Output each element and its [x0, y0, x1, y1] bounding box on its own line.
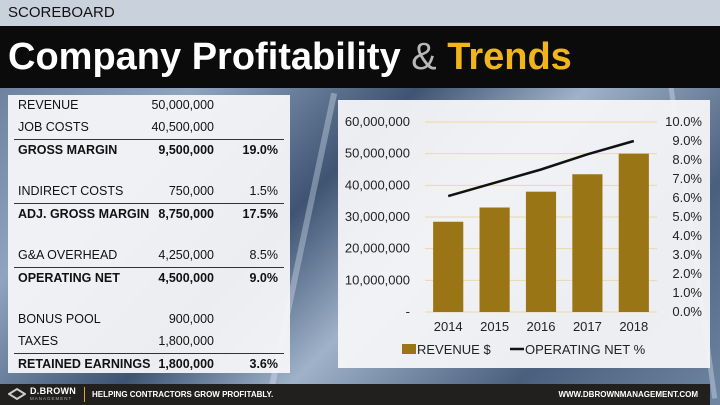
divider — [84, 387, 85, 402]
row-pct: 3.6% — [249, 357, 279, 371]
left-tick-label: 30,000,000 — [345, 209, 410, 224]
table-row: G&A OVERHEAD 4,250,000 8.5% — [14, 245, 284, 267]
page-title: Company Profitability & Trends — [8, 36, 572, 79]
financial-table: REVENUE 50,000,000 JOB COSTS 40,500,000 GROS… — [8, 95, 290, 373]
left-tick-label: 60,000,000 — [345, 114, 410, 129]
table-row: GROSS MARGIN 9,500,000 19.0% — [14, 139, 284, 161]
left-tick-label: 10,000,000 — [345, 272, 410, 287]
bar-2015 — [479, 207, 510, 312]
title-amp: & — [411, 36, 437, 78]
table-row: ADJ. GROSS MARGIN 8,750,000 17.5% — [14, 203, 284, 225]
row-label: RETAINED EARNINGS — [18, 357, 151, 371]
legend-revenue-label: REVENUE $ — [417, 342, 491, 357]
row-value: 750,000 — [168, 184, 214, 198]
x-tick-label: 2018 — [619, 319, 648, 334]
table-row: JOB COSTS 40,500,000 — [14, 117, 284, 139]
row-pct: 8.5% — [249, 248, 279, 262]
right-tick-label: 0.0% — [672, 304, 702, 319]
row-value: 4,500,000 — [158, 271, 214, 285]
table-row: TAXES 1,800,000 — [14, 331, 284, 353]
operating-net-line — [447, 139, 635, 198]
x-tick-label: 2017 — [573, 319, 602, 334]
left-tick-label: 40,000,000 — [345, 177, 410, 192]
right-tick-label: 6.0% — [672, 190, 702, 205]
legend-operating-net-label: OPERATING NET % — [525, 342, 646, 357]
legend-revenue-swatch — [402, 344, 416, 354]
row-value: 50,000,000 — [151, 98, 214, 112]
row-label: TAXES — [18, 334, 59, 348]
right-tick-label: 9.0% — [672, 133, 702, 148]
brand-logo-icon — [8, 387, 26, 401]
title-bar: Company Profitability & Trends — [0, 26, 720, 88]
right-tick-label: 8.0% — [672, 152, 702, 167]
row-value: 900,000 — [168, 312, 214, 326]
title-part2: Trends — [447, 36, 572, 78]
row-pct: 17.5% — [242, 207, 278, 221]
row-value: 1,800,000 — [158, 357, 214, 371]
row-spacer — [14, 225, 284, 245]
row-label: G&A OVERHEAD — [18, 248, 118, 262]
right-tick-label: 4.0% — [672, 228, 702, 243]
row-value: 4,250,000 — [158, 248, 214, 262]
brand-name: D.BROWN — [30, 386, 77, 396]
tagline: HELPING CONTRACTORS GROW PROFITABLY. — [92, 390, 274, 399]
row-label: BONUS POOL — [18, 312, 101, 326]
row-label: GROSS MARGIN — [18, 143, 118, 157]
row-pct: 9.0% — [249, 271, 279, 285]
right-tick-label: 2.0% — [672, 266, 702, 281]
x-tick-label: 2014 — [434, 319, 463, 334]
row-label: INDIRECT COSTS — [18, 184, 124, 198]
right-tick-label: 5.0% — [672, 209, 702, 224]
chart-panel: - 10,000,000 20,000,000 30,000,000 40,000,00… — [338, 100, 710, 368]
right-tick-label: 3.0% — [672, 247, 702, 262]
bar-2014 — [433, 221, 464, 312]
right-tick-label: 1.0% — [672, 285, 702, 300]
table-row: OPERATING NET 4,500,000 9.0% — [14, 267, 284, 289]
row-label: JOB COSTS — [18, 120, 89, 134]
bar-2016 — [525, 191, 557, 312]
row-label: ADJ. GROSS MARGIN — [18, 207, 150, 221]
brand-sub: MANAGEMENT — [30, 396, 73, 401]
x-tick-label: 2015 — [480, 319, 509, 334]
section-bar: SCOREBOARD — [0, 0, 720, 26]
row-value: 40,500,000 — [151, 120, 214, 134]
row-label: REVENUE — [18, 98, 79, 112]
table-row: REVENUE 50,000,000 — [14, 95, 284, 117]
right-tick-label: 10.0% — [665, 114, 702, 129]
footer: D.BROWN MANAGEMENT HELPING CONTRACTORS G… — [0, 384, 710, 405]
left-tick-label: 20,000,000 — [345, 241, 410, 256]
row-label: OPERATING NET — [18, 271, 120, 285]
row-spacer — [14, 161, 284, 181]
right-tick-label: 7.0% — [672, 171, 702, 186]
table-row: BONUS POOL 900,000 — [14, 309, 284, 331]
row-pct: 19.0% — [242, 143, 278, 157]
bar-2017 — [572, 174, 603, 312]
row-value: 1,800,000 — [158, 334, 214, 348]
table-row: INDIRECT COSTS 750,000 1.5% — [14, 181, 284, 203]
title-part1: Company Profitability — [8, 36, 401, 78]
row-value: 8,750,000 — [158, 207, 214, 221]
section-label: SCOREBOARD — [8, 4, 115, 21]
x-tick-label: 2016 — [527, 319, 556, 334]
left-tick-label: - — [406, 304, 410, 319]
table-row: RETAINED EARNINGS 1,800,000 3.6% — [14, 353, 284, 375]
row-spacer — [14, 289, 284, 309]
bar-2018 — [618, 153, 649, 312]
combo-chart: - 10,000,000 20,000,000 30,000,000 40,000,00… — [345, 114, 703, 357]
row-value: 9,500,000 — [158, 143, 214, 157]
left-tick-label: 50,000,000 — [345, 146, 410, 161]
row-pct: 1.5% — [249, 184, 279, 198]
website-link[interactable]: WWW.DBROWNMANAGEMENT.COM — [558, 390, 698, 399]
